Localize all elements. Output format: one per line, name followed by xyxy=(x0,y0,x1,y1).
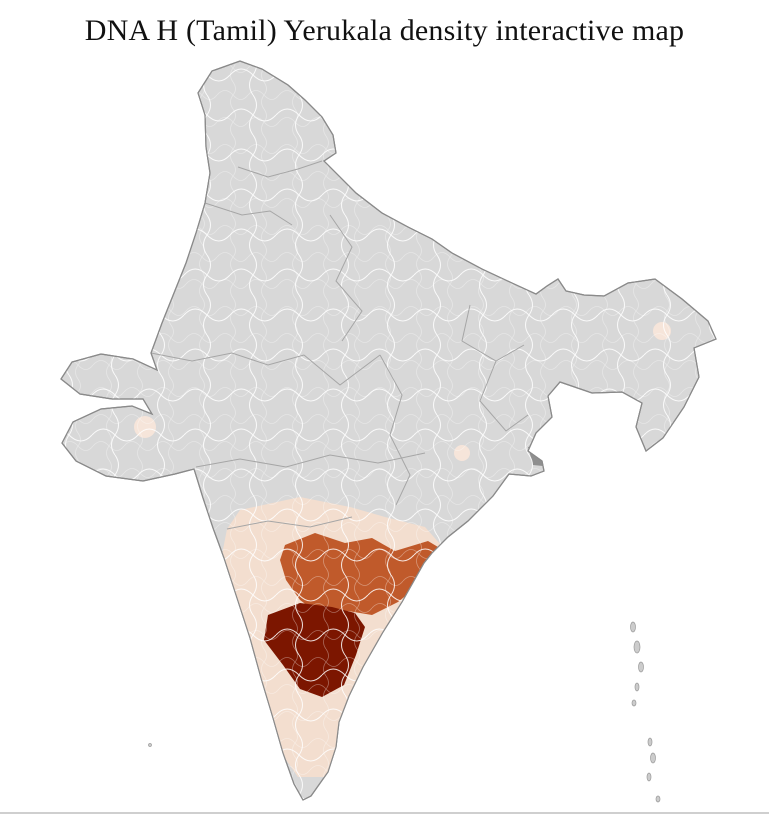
map-title: DNA H (Tamil) Yerukala density interacti… xyxy=(84,14,685,47)
andaman-nicobar-islands xyxy=(148,621,661,803)
country-outline xyxy=(60,60,717,801)
state-borders xyxy=(150,160,529,530)
bottom-divider xyxy=(0,812,769,814)
india-map-svg[interactable] xyxy=(0,55,769,813)
india-map-container[interactable] xyxy=(0,55,769,813)
